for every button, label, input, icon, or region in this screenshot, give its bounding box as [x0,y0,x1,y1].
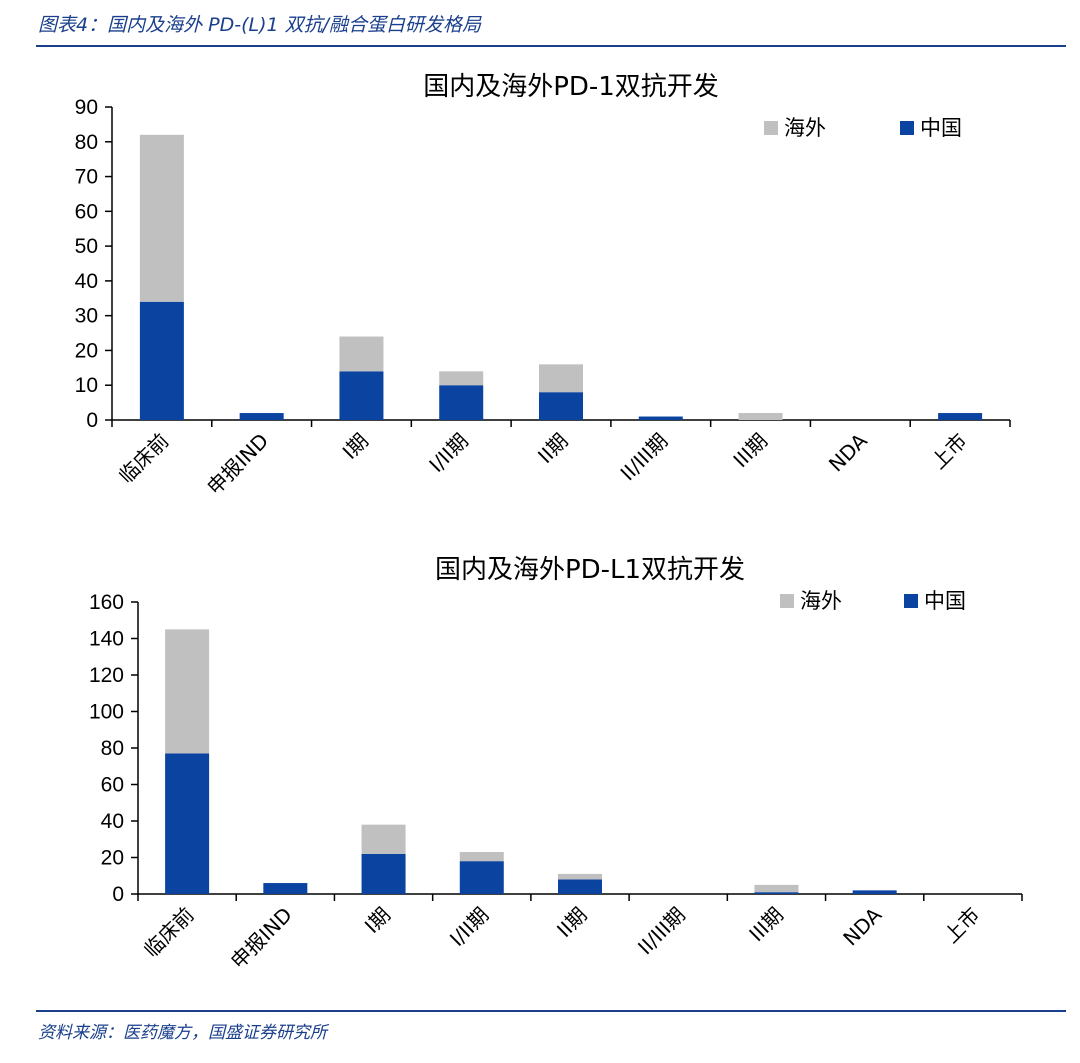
bar-overseas [738,413,783,420]
caption-divider [36,45,1066,47]
source-note: 资料来源：医药魔方，国盛证券研究所 [38,1023,327,1043]
legend-label: 海外 [800,589,842,613]
bar-china [239,413,284,420]
legend-swatch [904,594,918,608]
bar-overseas [539,364,583,393]
y-tick-label: 140 [89,628,124,651]
pd1-chart: 国内及海外PD-1双抗开发 0 10 20 30 40 50 60 70 80 90 临床前 申报IND… [75,72,1011,500]
legend-swatch [780,594,794,608]
category-label: III期 [744,903,788,947]
bar-overseas [139,134,184,302]
category-label: 申报IND [226,903,297,974]
bar-china [852,890,897,894]
y-tick-label: 0 [112,883,124,906]
bar-china [165,753,210,894]
bar-china [938,413,983,420]
bar-overseas [439,371,484,386]
y-tick-label: 0 [86,409,98,432]
y-tick-label: 40 [75,270,98,293]
bar-overseas [361,824,406,854]
y-tick-label: 10 [75,374,98,397]
legend-label: 海外 [784,116,826,140]
y-tick-label: 90 [75,96,98,119]
y-tick-label: 100 [89,701,124,724]
bar-china [459,861,504,894]
y-tick-label: 160 [89,591,124,614]
y-tick-label: 80 [75,131,98,154]
category-label: III期 [728,429,772,473]
bar-china [439,385,484,420]
figure-caption: 图表4：国内及海外 PD-(L)1 双抗/融合蛋白研发格局 [38,14,482,36]
chart-title: 国内及海外PD-L1双抗开发 [435,555,745,585]
bar-china [754,892,799,894]
category-label: I/II期 [424,429,472,477]
category-label: 临床前 [139,903,198,962]
y-tick-label: 60 [101,774,124,797]
category-label: II/III期 [616,429,673,486]
y-tick-label: 80 [101,737,124,760]
bar-overseas [558,873,602,880]
legend-label: 中国 [924,589,966,613]
pdl1-chart: 国内及海外PD-L1双抗开发 0 20 40 60 80 100 120 140 160 临床前 申报… [89,555,1023,974]
y-tick-label: 40 [101,810,124,833]
y-tick-label: 120 [89,664,124,687]
bar-china [638,416,683,420]
chart-title: 国内及海外PD-1双抗开发 [423,72,719,102]
bar-china [139,301,184,420]
bar-china [558,879,602,894]
bar-overseas [459,852,504,862]
category-label: 上市 [939,903,984,948]
category-label: I期 [338,429,373,464]
source-divider [36,1010,1066,1012]
bar-china [263,883,308,894]
category-label: NDA [824,428,872,476]
category-label: II期 [552,903,591,942]
category-label: I期 [360,903,395,938]
bar-overseas [339,336,384,372]
category-label: NDA [838,902,886,950]
y-tick-label: 20 [101,847,124,870]
y-tick-label: 60 [75,200,98,223]
bar-overseas [165,629,210,754]
y-tick-label: 30 [75,305,98,328]
bar-china [361,853,406,894]
category-label: II/III期 [633,903,690,960]
category-label: II期 [533,429,572,468]
category-label: 上市 [926,429,971,474]
legend-label: 中国 [920,116,962,140]
y-tick-label: 50 [75,235,98,258]
bar-overseas [754,884,799,893]
bar-china [339,371,384,420]
bar-china [539,392,583,420]
category-label: 申报IND [202,429,273,500]
category-label: 临床前 [114,429,173,488]
legend-swatch [764,121,778,135]
category-label: I/II期 [445,903,493,951]
y-tick-label: 70 [75,166,98,189]
y-tick-label: 20 [75,339,98,362]
legend-swatch [900,121,914,135]
